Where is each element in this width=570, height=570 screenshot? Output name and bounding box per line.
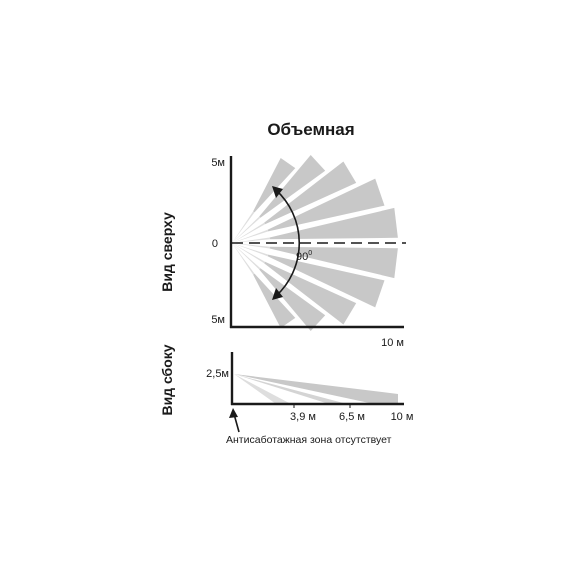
angle-value: 900 — [296, 250, 312, 263]
x-tick-3: 10 м — [391, 411, 414, 423]
y-tick-top: 5м — [211, 157, 225, 169]
diagram-title: Объемная — [267, 120, 354, 139]
detection-beam-4 — [267, 178, 385, 232]
beam-spoke-3 — [232, 222, 265, 243]
detection-beam-3 — [264, 161, 357, 225]
side-view-label: Вид сбоку — [159, 344, 175, 415]
beam-spoke-1 — [232, 211, 255, 243]
detection-beam-9 — [259, 268, 326, 331]
x-tick-2: 6,5 м — [339, 411, 365, 423]
beam-spoke-2 — [232, 216, 261, 243]
detection-beam-6 — [269, 246, 398, 279]
height-label: 2,5м — [206, 368, 229, 380]
detection-fan — [232, 155, 398, 331]
angle-arrow-up-icon — [272, 186, 283, 198]
angle-arrow-down-icon — [272, 288, 283, 300]
x-tick-1: 3,9 м — [290, 411, 316, 423]
beam-middle — [234, 374, 347, 404]
detection-beam-10 — [253, 273, 296, 328]
detection-beam-5 — [269, 207, 398, 240]
detection-beam-7 — [267, 254, 385, 308]
beam-spoke-7 — [232, 243, 269, 257]
beam-spoke-8 — [232, 243, 265, 264]
angle-arc — [275, 189, 300, 297]
detection-beam-8 — [264, 261, 357, 325]
beam-spoke-5 — [232, 237, 270, 243]
top-view: 900 5м 0 5м 10 м Вид сверху — [159, 155, 406, 349]
note-arrow-icon — [229, 408, 238, 418]
beam-spoke-10 — [232, 243, 255, 275]
no-tamper-zone-note: Антисаботажная зона отсутствует — [226, 434, 392, 446]
beam-far — [234, 374, 398, 404]
y-tick-bottom: 5м — [211, 314, 225, 326]
beam-spoke-6 — [232, 243, 270, 249]
y-tick-zero: 0 — [212, 238, 218, 250]
x-tick-end: 10 м — [381, 337, 404, 349]
beam-near — [234, 374, 291, 404]
side-view: 2,5м 3,9 м 6,5 м 10 м Антисаботажная зон… — [159, 344, 413, 446]
detection-beam-1 — [253, 158, 296, 213]
top-view-label: Вид сверху — [159, 212, 175, 292]
detection-beam-2 — [259, 155, 326, 218]
beam-spoke-4 — [232, 229, 269, 243]
beam-spoke-9 — [232, 243, 261, 270]
